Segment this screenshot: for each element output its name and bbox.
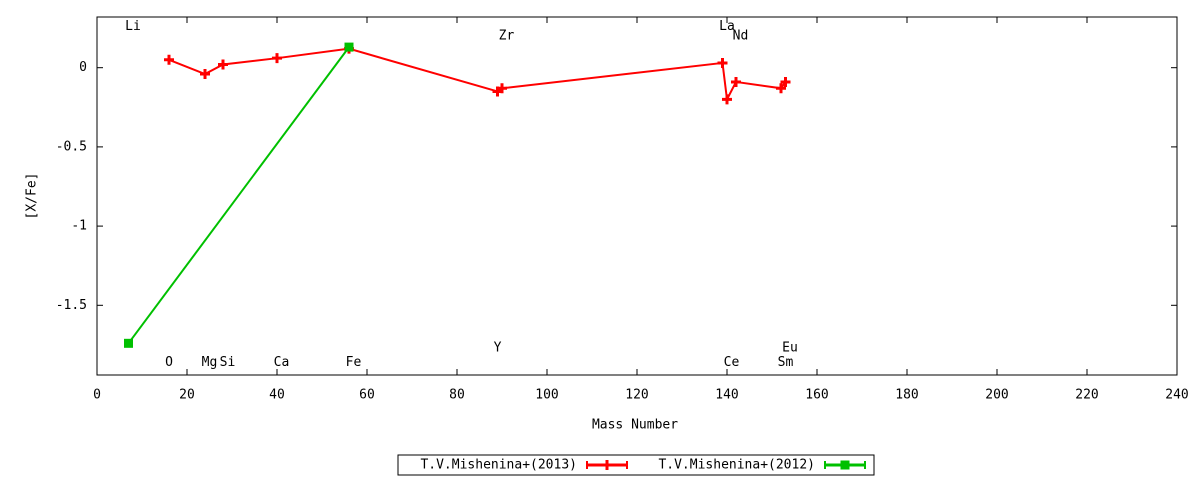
legend-label: T.V.Mishenina+(2012) bbox=[658, 458, 815, 473]
x-tick-label: 180 bbox=[895, 388, 918, 403]
x-tick-label: 220 bbox=[1075, 388, 1098, 403]
series-line bbox=[127, 46, 350, 344]
marker bbox=[840, 460, 850, 470]
x-tick-label: 160 bbox=[805, 388, 828, 403]
y-tick-label: -1.5 bbox=[56, 298, 87, 313]
x-tick-label: 120 bbox=[625, 388, 648, 403]
x-tick-label: 100 bbox=[535, 388, 558, 403]
element-label: La bbox=[719, 19, 735, 34]
marker bbox=[717, 57, 728, 68]
marker bbox=[124, 338, 133, 348]
y-axis-label: [X/Fe] bbox=[25, 173, 40, 220]
y-tick-label: 0 bbox=[79, 60, 87, 75]
marker bbox=[780, 76, 791, 87]
y-tick-label: -1 bbox=[71, 219, 87, 234]
element-label: Zr bbox=[499, 29, 515, 44]
marker bbox=[200, 69, 210, 80]
x-tick-label: 200 bbox=[985, 388, 1008, 403]
element-label: Fe bbox=[346, 355, 362, 370]
marker bbox=[722, 94, 732, 105]
y-tick-label: -0.5 bbox=[56, 139, 87, 154]
legend-box bbox=[397, 454, 875, 476]
element-label: Nd bbox=[733, 29, 749, 44]
element-label: Ca bbox=[274, 355, 290, 370]
element-label: Sm bbox=[778, 355, 794, 370]
x-tick-label: 80 bbox=[449, 388, 465, 403]
x-tick-label: 20 bbox=[179, 388, 195, 403]
marker bbox=[344, 42, 354, 52]
x-tick-label: 0 bbox=[93, 388, 101, 403]
marker bbox=[731, 76, 741, 87]
marker bbox=[602, 460, 612, 470]
legend-entry bbox=[586, 460, 628, 470]
element-label: Mg bbox=[202, 355, 218, 370]
marker bbox=[272, 53, 282, 64]
element-label: O bbox=[165, 355, 173, 370]
x-tick-label: 40 bbox=[269, 388, 285, 403]
marker bbox=[164, 54, 174, 65]
legend-cap bbox=[586, 461, 628, 469]
legend-label: T.V.Mishenina+(2013) bbox=[420, 458, 577, 473]
x-axis-label: Mass Number bbox=[592, 418, 678, 433]
element-label: Eu bbox=[782, 341, 798, 356]
marker bbox=[218, 59, 228, 70]
x-tick-label: 240 bbox=[1165, 388, 1188, 403]
marker bbox=[776, 83, 786, 94]
legend-entry bbox=[824, 460, 866, 470]
marker bbox=[497, 83, 507, 94]
element-label: Ce bbox=[724, 355, 740, 370]
element-label: Li bbox=[125, 19, 141, 34]
x-tick-label: 60 bbox=[359, 388, 375, 403]
plot-frame bbox=[96, 16, 1178, 376]
element-label: Si bbox=[220, 355, 236, 370]
x-tick-label: 140 bbox=[715, 388, 738, 403]
legend-cap bbox=[824, 461, 866, 469]
series-line bbox=[168, 47, 787, 103]
element-label: Y bbox=[494, 341, 502, 356]
